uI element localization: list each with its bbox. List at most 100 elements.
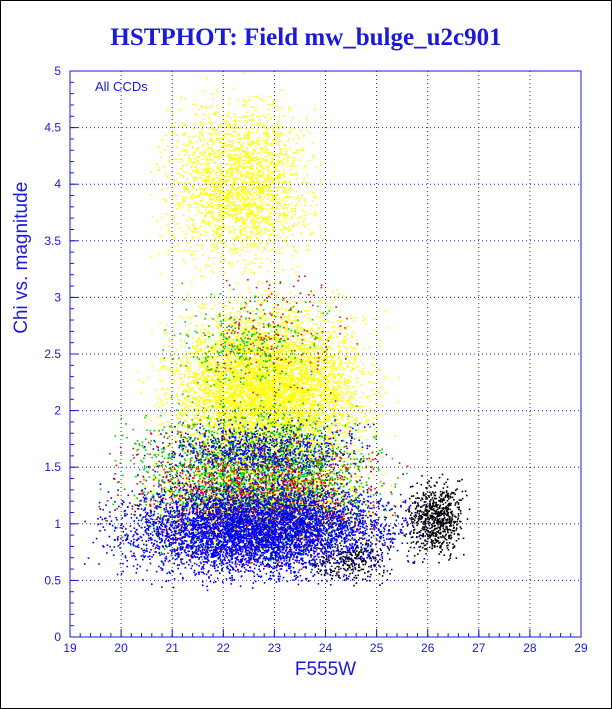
data-point [170,362,173,365]
data-point [300,365,303,368]
data-point [154,355,156,358]
data-point [216,408,218,410]
data-point [295,398,297,400]
data-point [312,431,315,433]
data-point [256,419,258,421]
data-point [235,389,238,391]
data-point [254,400,256,402]
data-point [313,374,315,377]
data-point [234,467,237,469]
data-point [294,432,296,434]
data-point [289,360,292,362]
data-point [301,461,303,463]
data-point [318,383,321,386]
data-point [258,411,260,413]
data-point [252,340,254,343]
data-point [334,331,336,334]
data-point [243,329,245,332]
data-point [342,400,344,403]
data-point [290,311,293,313]
data-point [200,350,203,352]
data-point [278,413,280,415]
data-point [229,374,232,377]
data-point [262,313,265,316]
data-point [193,422,196,424]
data-point [245,440,247,443]
data-point [230,409,232,412]
data-point [265,317,268,320]
data-point [282,315,285,317]
data-point [195,324,197,327]
data-point [322,397,325,400]
data-point [250,326,252,328]
data-point [252,367,255,370]
data-point [342,424,344,426]
data-point [214,398,217,400]
data-point [265,431,268,434]
data-point [280,418,283,421]
data-point [310,348,313,350]
data-point [265,393,268,395]
data-point [229,432,232,435]
data-point [347,422,350,424]
data-point [281,334,284,336]
data-point [268,382,271,384]
data-point [262,351,264,354]
data-point [233,401,236,404]
data-point [255,413,257,415]
data-point [220,466,222,469]
data-point [270,397,273,399]
data-point [293,412,296,415]
data-point [252,448,255,451]
data-point [298,366,301,369]
data-point [363,415,365,418]
data-point [208,371,211,373]
data-point [362,405,364,408]
data-point [275,303,277,305]
data-point [187,366,190,368]
data-point [283,408,285,410]
data-point [332,412,335,414]
data-point [262,356,265,359]
data-point [249,384,251,386]
data-point [337,374,340,376]
data-point [211,308,213,310]
data-point [279,370,281,373]
data-point [337,427,339,430]
data-point [294,295,297,297]
data-point [164,394,166,396]
data-point [352,347,354,350]
data-point [277,430,280,432]
data-point [226,436,229,439]
data-point [194,376,197,379]
data-point [219,397,222,399]
data-point [307,372,309,375]
data-point [354,419,357,421]
data-point [273,323,275,325]
data-point [212,405,215,408]
data-point [193,375,195,378]
data-point [270,412,273,415]
data-point [233,381,235,383]
data-point [291,365,293,368]
data-point [283,426,286,428]
data-point [172,302,175,305]
data-point [322,405,325,408]
data-point [166,388,169,390]
data-point [199,390,202,392]
data-point [229,389,232,391]
data-point [264,388,267,390]
data-point [280,382,283,385]
data-point [343,369,345,371]
data-point [235,386,237,389]
data-point [231,342,233,344]
data-point [337,400,339,402]
data-point [231,417,234,419]
data-point [225,344,227,346]
data-point [288,396,290,398]
data-point [337,340,340,343]
data-point [321,336,324,338]
data-point [249,405,252,408]
data-point [306,347,308,350]
data-point [211,379,214,382]
